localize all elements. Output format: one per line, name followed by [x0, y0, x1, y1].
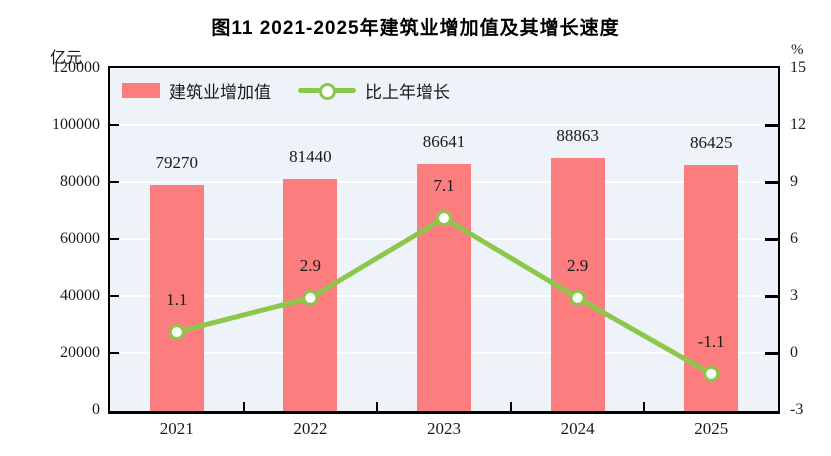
right-axis-tick-label: -3: [790, 401, 804, 418]
right-axis-tick-label: 6: [790, 230, 798, 247]
gridline: [110, 124, 778, 126]
left-axis-tick-label: 60000: [60, 230, 100, 247]
left-axis-tick-label: 40000: [60, 287, 100, 304]
left-axis-tick: [110, 352, 119, 354]
growth-value-label-2025: -1.1: [697, 331, 725, 351]
chart-title: 图11 2021-2025年建筑业增加值及其增长速度: [211, 18, 620, 39]
growth-value-label-2023: 7.1: [433, 176, 455, 196]
right-axis-tick: [765, 124, 778, 127]
left-axis-tick-label: 80000: [60, 173, 100, 190]
x-axis-tick: [643, 402, 646, 411]
left-axis-tick-label: 0: [92, 401, 100, 418]
right-axis-tick: [765, 295, 778, 298]
right-axis-tick: [765, 238, 778, 241]
bar-value-label-2024: 88863: [556, 125, 599, 145]
right-axis-tick-label: 0: [790, 344, 798, 361]
left-axis-tick-label: 20000: [60, 344, 100, 361]
left-axis-tick: [110, 181, 119, 183]
year-label-2022: 2022: [293, 419, 328, 438]
year-label-2025: 2025: [694, 419, 729, 438]
bar-value-label-2023: 86641: [422, 132, 466, 152]
right-axis-unit: %: [791, 42, 804, 58]
line-series-marker-icon: [298, 82, 356, 100]
legend-label-line-series: 比上年增长: [365, 83, 450, 102]
year-label-2023: 2023: [427, 419, 461, 438]
growth-value-label-2022: 2.9: [299, 255, 322, 275]
year-label-2021: 2021: [159, 419, 194, 438]
bar-value-label-2025: 86425: [689, 132, 733, 152]
line-marker-dot-icon: [319, 82, 336, 100]
right-axis-tick: [765, 181, 778, 184]
left-axis-tick: [110, 238, 119, 240]
year-label-2024: 2024: [560, 419, 595, 438]
left-axis-tick-label: 120000: [52, 59, 100, 76]
bar-2022: [283, 179, 338, 411]
bar-value-label-2022: 81440: [289, 146, 332, 166]
left-axis-tick: [110, 124, 119, 126]
bar-2023: [417, 164, 471, 411]
plot-area: 建筑业增加值 比上年增长: [108, 66, 780, 414]
legend: 建筑业增加值 比上年增长: [122, 78, 450, 103]
left-axis-tick-label: 100000: [52, 116, 100, 133]
bar-series-swatch-icon: [122, 83, 160, 98]
x-axis-tick: [376, 402, 379, 411]
bar-2024: [550, 158, 605, 411]
right-axis-tick-label: 3: [790, 287, 798, 304]
legend-label-bar-series: 建筑业增加值: [169, 83, 271, 102]
right-axis-tick-label: 12: [790, 116, 806, 133]
right-axis-tick: [765, 352, 778, 355]
left-axis-tick: [110, 295, 119, 297]
right-axis-tick-label: 15: [790, 59, 806, 76]
growth-value-label-2021: 1.1: [166, 290, 188, 310]
left-axis-unit: 亿元: [50, 50, 83, 67]
bar-value-label-2021: 79270: [155, 153, 199, 173]
bar-2025: [684, 165, 739, 411]
right-axis-tick-label: 9: [790, 173, 798, 190]
growth-value-label-2024: 2.9: [566, 255, 589, 275]
x-axis-tick: [509, 402, 512, 411]
x-axis-tick: [242, 402, 245, 411]
